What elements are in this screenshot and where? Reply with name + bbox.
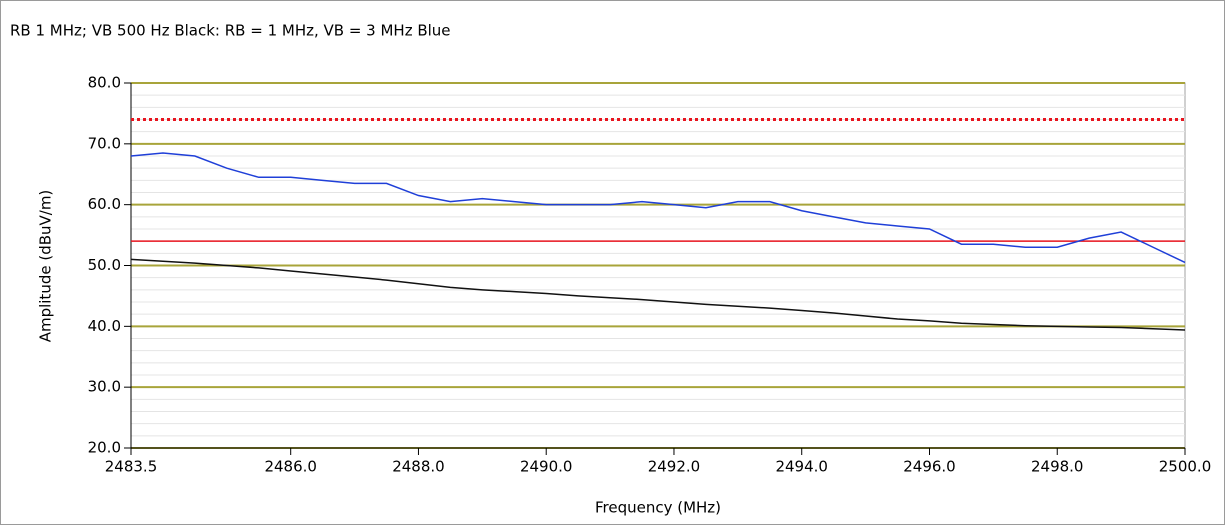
data-line [130,152,1186,264]
y-tick-label: 70.0 [88,134,121,152]
y-tick-label: 50.0 [88,256,121,274]
x-tick-label: 2492.0 [648,458,701,476]
x-tick-label: 2496.0 [903,458,956,476]
y-tick-label: 60.0 [88,195,121,213]
x-tick-label: 2488.0 [392,458,445,476]
y-tick-label: 40.0 [88,317,121,335]
x-tick-label: 2498.0 [1031,458,1084,476]
chart-title: RB 1 MHz; VB 500 Hz Black: RB = 1 MHz, V… [10,22,451,40]
x-tick-label: 2500.0 [1159,458,1212,476]
y-tick-label: 30.0 [88,378,121,396]
x-tick-label: 2486.0 [264,458,317,476]
y-axis-label: Amplitude (dBuV/m) [37,190,55,343]
y-tick-label: 20.0 [88,439,121,457]
y-tick-label: 80.0 [88,74,121,92]
x-axis-label: Frequency (MHz) [595,499,721,517]
x-tick-label: 2483.5 [105,458,158,476]
x-tick-label: 2490.0 [520,458,573,476]
data-line [130,258,1186,331]
x-tick-label: 2494.0 [775,458,828,476]
